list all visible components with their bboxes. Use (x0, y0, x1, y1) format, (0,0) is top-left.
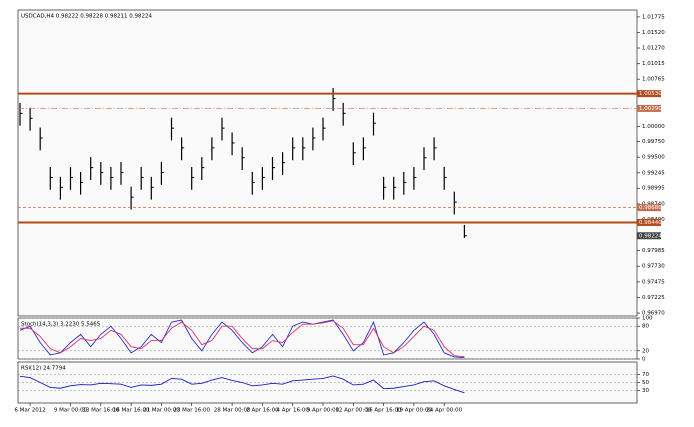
main-panel (17, 9, 638, 317)
panel-title: RSI(12) 24.7794 (21, 366, 66, 372)
x-tick-label: 16 Mar 16:00 (113, 408, 150, 414)
level-tag (637, 204, 661, 212)
y-tick-label: 0.98995 (642, 186, 665, 192)
x-tick-label: 6 Mar 2012 (14, 408, 45, 414)
y-tick-label: 50 (642, 380, 649, 386)
y-tick-label: 0 (642, 357, 646, 363)
y-tick-label: 0.97730 (642, 264, 665, 270)
x-tick-label: 16 Apr 16:00 (366, 408, 402, 414)
x-tick-label: 21 Mar 00:00 (143, 408, 180, 414)
level-label: 1.00290 (639, 106, 662, 112)
y-tick-label: 70 (642, 372, 649, 378)
y-tick-label: 0.99750 (642, 139, 665, 145)
current-price-label: 0.98224 (639, 233, 662, 239)
y-tick-label: 1.00000 (642, 124, 665, 130)
panel-title: USDCAD,H4 0.98222 0.98228 0.98211 0.9822… (21, 14, 152, 20)
y-tick-label: 0.99245 (642, 170, 665, 176)
level-label: 0.98680 (639, 205, 662, 211)
x-tick-label: 9 Mar 00:00 (54, 408, 88, 414)
y-tick-label: 0.97985 (642, 248, 665, 254)
level-label: 0.98440 (639, 220, 662, 226)
x-tick-label: 28 Mar 00:00 (214, 408, 251, 414)
y-tick-label: 100 (642, 316, 653, 322)
y-tick-label: 0.97225 (642, 295, 665, 301)
y-tick-label: 1.01015 (642, 61, 665, 67)
x-tick-label: 4 Apr 16:00 (277, 408, 310, 414)
current-price-tag (637, 232, 661, 240)
x-tick-label: 24 Apr 00:00 (426, 408, 462, 414)
stoch-panel (17, 317, 638, 360)
y-tick-label: 0.96970 (642, 311, 665, 317)
y-tick-label: 30 (642, 388, 649, 394)
x-tick-label: 12 Apr 00:00 (335, 408, 371, 414)
y-tick-label: 1.01270 (642, 46, 665, 52)
y-tick-label: 0.99500 (642, 155, 665, 161)
level-label: 1.00530 (639, 91, 662, 97)
x-tick-label: 19 Apr 00:00 (396, 408, 432, 414)
x-tick-label: 23 Mar 16:00 (173, 408, 210, 414)
indicator-line (19, 375, 465, 394)
y-tick-label: 0.97475 (642, 279, 665, 285)
level-tag (637, 104, 661, 112)
y-tick-label: 1.00765 (642, 77, 665, 83)
y-tick-label: 1.01775 (642, 14, 665, 20)
y-tick-label: 20 (642, 348, 649, 354)
panel-title: Stoch(14,3,3) 3.2230 5.5465 (21, 322, 101, 328)
level-tag (637, 90, 661, 98)
level-tag (637, 218, 661, 226)
indicator-line (20, 320, 465, 358)
x-tick-label: 13 Mar 16:00 (82, 408, 119, 414)
x-tick-label: 2 Apr 16:00 (246, 408, 279, 414)
indicator-line (19, 319, 465, 359)
y-tick-label: 1.01520 (642, 30, 665, 36)
y-tick-label: 80 (642, 324, 649, 330)
x-tick-label: 9 Apr 00:00 (307, 408, 340, 414)
